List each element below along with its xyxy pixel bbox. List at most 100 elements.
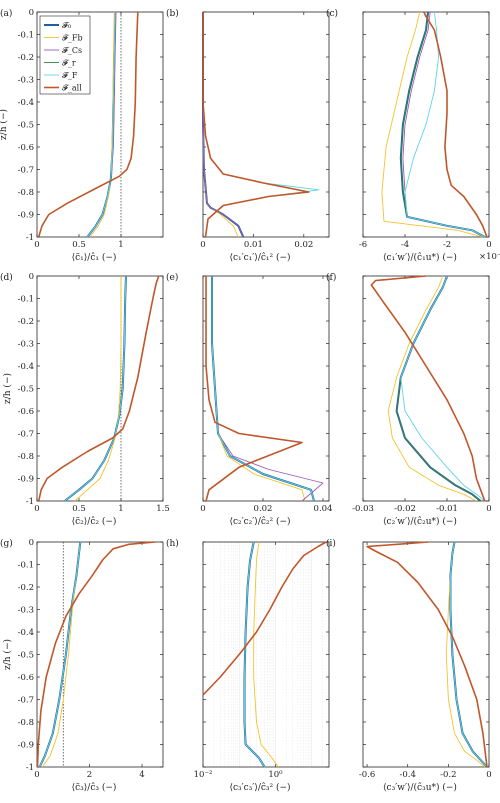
x-axis-label: ⟨c₃′c₃′⟩/ĉ₃² (−) <box>229 782 290 793</box>
series-line-Fall <box>202 12 310 238</box>
series-line-FCs <box>402 11 486 238</box>
x-tick-label: 0 <box>486 770 491 780</box>
series-line-Fall <box>36 541 156 768</box>
series-line-FFb <box>41 541 81 768</box>
y-tick-label: -0.9 <box>18 475 34 485</box>
panel-e: 0 0.02 0.04 (e) ⟨c₂′c₂′⟩/ĉ₂² (−) <box>166 272 332 527</box>
x-tick-label: 0 <box>34 504 39 514</box>
y-tick-label: -0.8 <box>18 452 34 462</box>
series-line-FFb <box>253 541 279 768</box>
y-tick-label: -0.1 <box>18 561 34 571</box>
series-line-FCs <box>211 276 324 502</box>
x-tick-label: -6 <box>359 240 367 250</box>
y-tick-label: -1 <box>26 763 34 773</box>
x-tick-label: 10⁰ <box>268 770 283 780</box>
y-tick-label: -0.7 <box>18 166 34 176</box>
panel-label: (a) <box>0 8 12 19</box>
x-tick-label: 0.5 <box>72 240 86 250</box>
series-line-Fr <box>449 541 488 768</box>
y-tick-label: -0.4 <box>18 628 34 638</box>
panel-label: (d) <box>0 272 13 283</box>
panel-label: (g) <box>0 538 13 549</box>
series-line-F0 <box>399 11 486 238</box>
series-line-FCs <box>64 275 127 502</box>
series-line-Fall <box>37 11 139 238</box>
y-tick-label: -0.6 <box>18 407 34 417</box>
panel-label: (h) <box>166 538 179 549</box>
series-line-FF <box>39 541 81 768</box>
x-tick-label: 0.5 <box>72 504 86 514</box>
series-line-Fr <box>39 541 81 768</box>
series-line-FFb <box>387 275 477 502</box>
x-axis-label: ⟨c̃₂⟩/ĉ₂ (−) <box>72 516 117 527</box>
y-tick-label: 0 <box>29 272 34 282</box>
y-tick-label: -0.1 <box>18 31 34 41</box>
series-line-FF <box>400 275 486 502</box>
x-tick-label: 0.02 <box>254 504 273 514</box>
series-line-F0 <box>38 541 82 768</box>
series-line-FFb <box>211 276 306 502</box>
legend-entry: 𝓕_all <box>62 84 82 93</box>
panel-label: (c) <box>326 8 338 19</box>
panel-label: (i) <box>326 538 336 549</box>
y-tick-label: -0.9 <box>18 211 34 221</box>
series-line-F0 <box>64 275 127 502</box>
y-axis-label: z/h (−) <box>2 639 13 670</box>
y-axis-label: z/h (−) <box>2 373 13 404</box>
x-axis-label: ⟨c̃₁⟩/ĉ₁ (−) <box>72 252 117 263</box>
series-line-FFb <box>381 11 483 238</box>
x-axis-label: ⟨c₂′c₂′⟩/ĉ₂² (−) <box>229 516 290 527</box>
y-tick-label: -1 <box>26 233 34 243</box>
series-line-FF <box>202 12 320 238</box>
series-line-FF <box>87 11 116 238</box>
series-line-Fr <box>244 541 265 768</box>
panel-label: (b) <box>166 8 179 19</box>
panel-c: -6 -4 -2 0 (c) ⟨c₁′w′⟩/(ĉ₁u*) (−) ×10⁻³ <box>326 8 500 263</box>
x-tick-label: 0 <box>486 504 491 514</box>
panel-label: (e) <box>166 272 178 283</box>
y-tick-label: -0.4 <box>18 98 34 108</box>
series-group <box>36 541 156 768</box>
series-line-FCs <box>244 541 265 768</box>
x-tick-label: 1.5 <box>156 504 170 514</box>
panel-d: 0 0.5 1 1.5 0 -0.1 -0.2 -0.3 -0.4 -0.5 -0.6 -0.7 -0.… <box>0 272 170 527</box>
y-tick-label: -0.7 <box>18 430 34 440</box>
y-tick-label: -0.1 <box>18 295 34 305</box>
x-axis-label: ⟨c₂′w′⟩/(ĉ₂u*) (−) <box>383 516 457 527</box>
series-line-FF <box>449 541 488 768</box>
x-tick-label: -2 <box>443 240 451 250</box>
legend-entry: 𝓕_Fb <box>62 34 83 43</box>
x-tick-label: -0.2 <box>440 770 456 780</box>
y-tick-label: -0.2 <box>18 317 34 327</box>
series-line-FF <box>64 275 127 502</box>
legend-entry: 𝓕_Cs <box>62 46 82 55</box>
series-group <box>202 541 327 768</box>
x-tick-label: 0 <box>34 770 39 780</box>
y-tick-label: -0.8 <box>18 718 34 728</box>
series-line-Fr <box>400 11 486 238</box>
axes-frame <box>202 275 330 502</box>
axes-frame <box>202 11 330 238</box>
series-line-FFb <box>74 276 122 502</box>
x-tick-label: -0.4 <box>400 770 416 780</box>
x-tick-label: 1 <box>118 240 123 250</box>
x-axis-label: ⟨c₁′w′⟩/(ĉ₁u*) (−) <box>383 252 457 263</box>
series-line-F0 <box>449 541 488 768</box>
axes-frame <box>362 541 490 768</box>
series-group <box>202 12 320 238</box>
legend: 𝓕₀ 𝓕_Fb 𝓕_Cs 𝓕_r 𝓕_F 𝓕_all <box>39 15 91 95</box>
panel-h: 10⁻² 10⁰ (h) ⟨c₃′c₃′⟩/ĉ₃² (−) <box>166 538 330 793</box>
y-tick-label: -0.3 <box>18 340 34 350</box>
y-tick-label: -0.9 <box>18 741 34 751</box>
series-line-Fr <box>64 275 127 502</box>
y-tick-label: -1 <box>26 497 34 507</box>
series-group <box>381 11 488 238</box>
y-tick-label: -0.5 <box>18 651 34 661</box>
series-line-FCs <box>202 12 244 238</box>
y-tick-label: -0.6 <box>18 143 34 153</box>
x-axis-label: ⟨c̃₃⟩/ĉ₃ (−) <box>72 782 117 793</box>
series-line-F0 <box>86 11 117 238</box>
legend-entry: 𝓕_r <box>62 59 76 68</box>
y-tick-label: -0.5 <box>18 121 34 131</box>
